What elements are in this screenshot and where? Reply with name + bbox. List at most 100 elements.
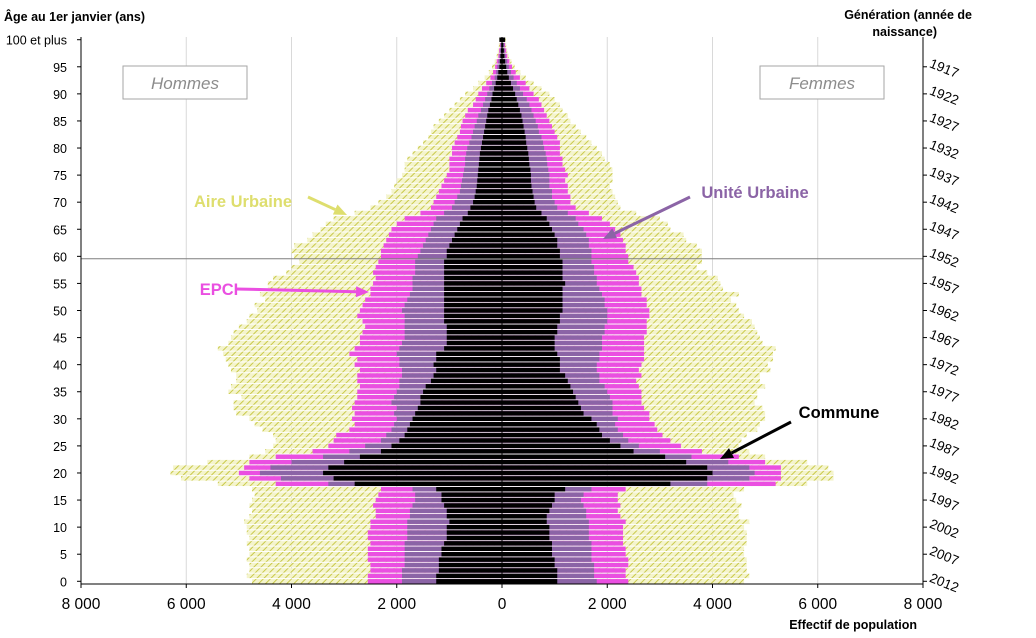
x-tick-label: 6 000	[798, 596, 837, 613]
bar-female	[502, 292, 563, 297]
generation-tick-label: 2007	[927, 543, 960, 568]
bar-male	[438, 557, 502, 562]
bar-male	[482, 140, 502, 145]
series-commune	[323, 37, 713, 584]
bar-female	[502, 297, 563, 302]
bar-male	[446, 335, 502, 340]
bar-female	[502, 194, 534, 199]
bar-female	[502, 113, 522, 118]
bar-female	[502, 134, 526, 140]
generation-tick-label: 1947	[927, 218, 960, 243]
bar-female	[502, 183, 532, 189]
bar-male	[444, 503, 502, 508]
bar-female	[502, 75, 509, 80]
series-annotations: Aire Urbaine EPCI Unité Urbaine Commune	[194, 184, 879, 459]
bar-male	[459, 221, 502, 227]
generation-tick-label: 1962	[927, 299, 960, 324]
bar-male	[433, 362, 502, 367]
bar-male	[479, 156, 502, 162]
annotation-arrow-shaft	[307, 195, 336, 211]
bar-male	[449, 243, 502, 248]
bar-male	[436, 367, 502, 373]
bar-female	[502, 573, 558, 579]
annotation-label: Aire Urbaine	[194, 193, 292, 211]
bar-male	[328, 465, 502, 470]
bar-female	[502, 270, 563, 275]
bar-male	[449, 519, 502, 524]
femmes-label: Femmes	[789, 74, 856, 93]
bar-male	[446, 535, 502, 541]
bar-female	[502, 519, 547, 524]
bar-male	[457, 227, 502, 232]
bar-male	[485, 124, 502, 129]
generation-tick-label: 1992	[927, 462, 960, 487]
bar-female	[502, 199, 535, 205]
bar-male	[436, 579, 502, 584]
y-tick-label: 80	[53, 142, 67, 156]
pyramid-bars	[170, 37, 834, 584]
bar-female	[502, 524, 550, 530]
bar-female	[502, 227, 552, 232]
bar-male	[477, 172, 502, 178]
y-tick-label: 40	[53, 359, 67, 373]
bar-male	[444, 313, 502, 319]
y-tick-label: 30	[53, 413, 67, 427]
bar-male	[252, 487, 502, 492]
generation-tick-label: 1982	[927, 408, 960, 433]
bar-male	[444, 308, 502, 313]
bar-female	[502, 465, 708, 470]
bar-male	[438, 562, 502, 568]
generation-tick-label: 1932	[927, 137, 960, 162]
femmes-label-box: Femmes	[759, 65, 885, 100]
bar-male	[399, 438, 502, 443]
bar-female	[502, 535, 550, 541]
bar-male	[436, 573, 502, 579]
y-tick-label: 95	[53, 61, 67, 75]
bar-male	[454, 232, 502, 237]
bar-male	[498, 69, 502, 75]
bar-female	[502, 503, 742, 508]
x-tick-label: 8 000	[62, 596, 101, 613]
bar-female	[502, 362, 560, 367]
y-tick-label: 60	[53, 250, 67, 264]
bar-female	[502, 42, 504, 48]
generation-tick-label: 1937	[927, 164, 960, 189]
hommes-label: Hommes	[151, 74, 220, 93]
annotation-label: Unité Urbaine	[701, 184, 808, 202]
bar-male	[444, 286, 502, 292]
bar-female	[502, 264, 563, 270]
bar-female	[502, 172, 531, 178]
x-tick-label: 2 000	[588, 596, 627, 613]
annotation-label: Commune	[799, 404, 880, 422]
bar-female	[502, 557, 555, 562]
bar-male	[499, 59, 502, 64]
y-tick-label: 0	[60, 575, 67, 589]
bar-female	[502, 37, 506, 42]
bar-male	[444, 292, 502, 297]
bar-male	[430, 378, 502, 384]
bar-male	[420, 400, 502, 405]
bar-female	[502, 162, 530, 167]
bar-male	[444, 259, 502, 264]
bar-female	[502, 124, 524, 129]
bar-male	[478, 162, 502, 167]
right-axis-title-line1: Génération (année de	[844, 8, 972, 22]
bar-female	[502, 324, 558, 329]
bar-male	[462, 216, 502, 221]
bar-female	[502, 281, 566, 286]
bar-male	[491, 97, 502, 102]
bar-female	[502, 384, 571, 389]
bar-male	[500, 53, 502, 59]
bar-male	[417, 405, 502, 411]
generation-tick-label: 1972	[927, 354, 960, 379]
bar-female	[502, 286, 563, 292]
x-tick-label: 2 000	[377, 596, 416, 613]
bar-female	[502, 335, 555, 340]
bar-female	[502, 530, 747, 535]
bar-female	[502, 400, 579, 405]
bar-female	[502, 508, 739, 514]
bar-male	[474, 194, 502, 199]
bar-male	[444, 275, 502, 281]
bar-female	[502, 497, 737, 503]
